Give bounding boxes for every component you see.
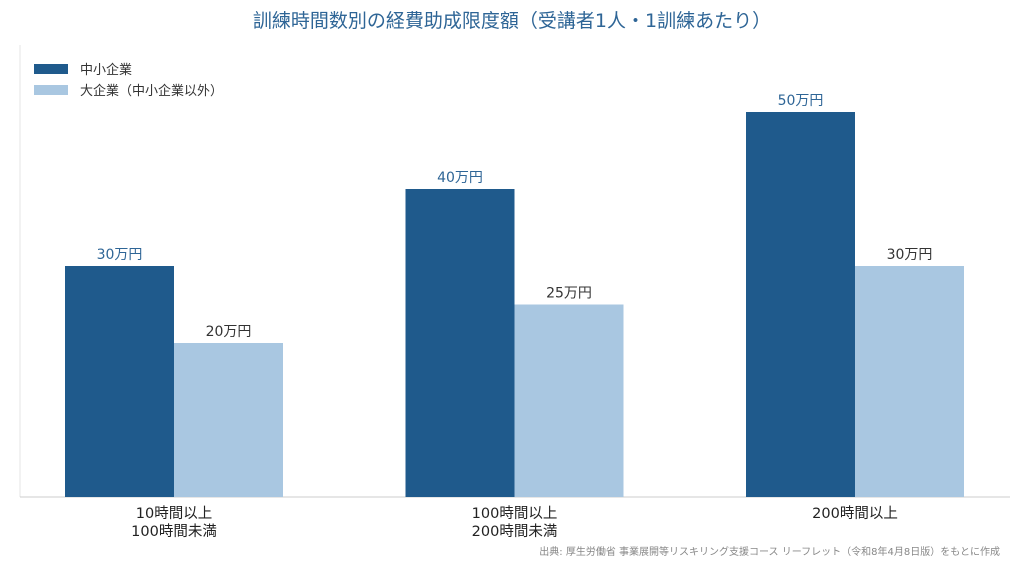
value-label-series1-cat2: 40万円 (437, 170, 483, 186)
value-labels-group: 30万円 20万円 40万円 25万円 50万円 30万円 (97, 93, 933, 340)
bars-group (65, 112, 964, 497)
x-tick-label-cat2-line1: 100時間以上 (472, 505, 558, 522)
legend-swatch-large (34, 85, 68, 95)
legend-label-sme: 中小企業 (80, 62, 132, 78)
x-tick-label-cat1-line1: 10時間以上 (136, 505, 212, 522)
x-tick-label-cat1-line2: 100時間未満 (131, 523, 217, 540)
bar-series1-cat3 (746, 112, 855, 497)
x-tick-label-cat2-line2: 200時間未満 (472, 523, 558, 540)
chart-title: 訓練時間数別の経費助成限度額（受講者1人・1訓練あたり） (253, 10, 771, 32)
chart-legend: 中小企業 大企業（中小企業以外） (34, 62, 223, 99)
source-note: 出典: 厚生労働省 事業展開等リスキリング支援コース リーフレット（令和8年4月… (539, 545, 1000, 558)
bar-series1-cat2 (405, 189, 515, 497)
value-label-series2-cat2: 25万円 (546, 286, 592, 302)
value-label-series2-cat3: 30万円 (887, 247, 933, 263)
bar-series1-cat1 (65, 266, 174, 497)
bar-series2-cat1 (174, 343, 283, 497)
bar-series2-cat2 (514, 304, 624, 497)
legend-label-large: 大企業（中小企業以外） (80, 83, 223, 99)
legend-swatch-sme (34, 64, 68, 74)
value-label-series2-cat1: 20万円 (206, 324, 252, 340)
value-label-series1-cat1: 30万円 (97, 247, 143, 263)
x-tick-label-cat3-line1: 200時間以上 (812, 505, 898, 522)
bar-series2-cat3 (855, 266, 964, 497)
value-label-series1-cat3: 50万円 (778, 93, 824, 109)
